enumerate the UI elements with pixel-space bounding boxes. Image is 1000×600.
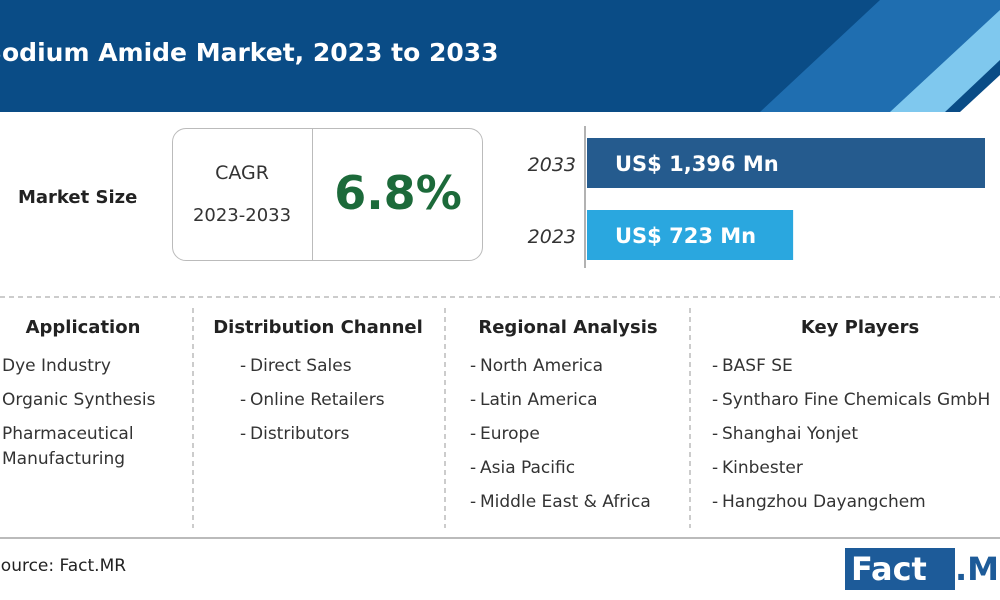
segment-list: BASF SE Syntharo Fine Chemicals GmbH Shang…	[712, 354, 1000, 524]
segment-item: Organic Synthesis	[0, 388, 182, 413]
segment-list: North America Latin America Europe Asia Pac…	[470, 354, 685, 524]
segment-title: Key Players	[800, 317, 920, 338]
segment-item: Europe	[470, 422, 685, 447]
bar	[587, 138, 985, 188]
segment-title: Application	[25, 317, 141, 338]
header-stripe	[890, 10, 1000, 112]
segment-item: Shanghai Yonjet	[712, 422, 1000, 447]
header-stripe	[960, 75, 1000, 112]
cagr-box	[172, 128, 483, 261]
segment-item: BASF SE	[712, 354, 1000, 379]
cagr-value: 6.8%	[334, 166, 462, 220]
bar	[587, 210, 794, 260]
header-stripe	[760, 0, 1000, 112]
title: Sodium Amide Market, 2023 to 2033	[0, 38, 499, 67]
segment-item: Direct Sales	[240, 354, 440, 379]
segment-item: Pharmaceutical Manufacturing	[0, 422, 182, 472]
bar-year: 2023	[528, 226, 576, 248]
logo-main: Fact	[851, 550, 927, 588]
segment-list: Direct Sales Online Retailers Distributors	[240, 354, 440, 456]
segment-item: Syntharo Fine Chemicals GmbH	[712, 388, 1000, 413]
logo-box	[845, 548, 955, 590]
segment-item: North America	[470, 354, 685, 379]
segment-item: Hangzhou Dayangchem	[712, 490, 1000, 515]
cagr-label: CAGR	[215, 162, 269, 184]
segment-item: Asia Pacific	[470, 456, 685, 481]
segment-title: Distribution Channel	[213, 317, 423, 338]
bar-value-label: US$ 1,396 Mn	[615, 152, 779, 176]
segment-list: Dye Industry Organic Synthesis Pharmaceuti…	[0, 354, 182, 481]
logo-suffix: .MR	[955, 550, 1000, 588]
segment-item: Latin America	[470, 388, 685, 413]
bar-value-label: US$ 723 Mn	[615, 224, 756, 248]
segment-item: Middle East & Africa	[470, 490, 685, 515]
source: Source: Fact.MR	[0, 556, 127, 576]
market-size-label: Market Size	[18, 187, 138, 208]
bar-year: 2033	[528, 154, 576, 176]
segment-item: Dye Industry	[0, 354, 182, 379]
segment-item: Online Retailers	[240, 388, 440, 413]
segment-item: Kinbester	[712, 456, 1000, 481]
segment-title: Regional Analysis	[478, 317, 658, 338]
segment-item: Distributors	[240, 422, 440, 447]
cagr-period: 2023-2033	[192, 205, 292, 226]
